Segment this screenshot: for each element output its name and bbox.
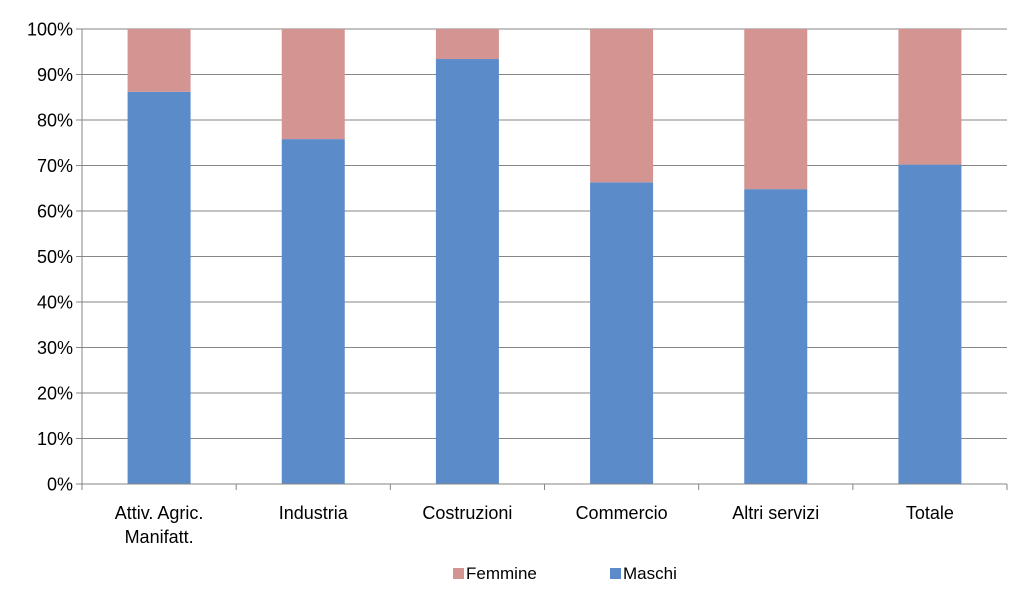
bar-maschi	[898, 164, 962, 484]
x-tick-label: Totale	[906, 503, 954, 523]
y-tick-label: 70%	[37, 156, 73, 176]
x-tick-label: Industria	[279, 503, 349, 523]
y-tick-label: 50%	[37, 247, 73, 267]
bar-maschi	[590, 182, 654, 484]
legend-label-maschi: Maschi	[623, 564, 677, 583]
y-tick-label: 40%	[37, 293, 73, 313]
x-tick-label: Costruzioni	[422, 503, 512, 523]
y-tick-label: 100%	[27, 20, 73, 40]
y-tick-label: 10%	[37, 429, 73, 449]
y-tick-label: 30%	[37, 338, 73, 358]
y-tick-label: 80%	[37, 111, 73, 131]
bars	[127, 29, 962, 485]
legend-label-femmine: Femmine	[466, 564, 537, 583]
legend-swatch-maschi	[610, 568, 621, 579]
x-tick-label: Altri servizi	[732, 503, 819, 523]
y-tick-label: 20%	[37, 384, 73, 404]
y-tick-label: 90%	[37, 65, 73, 85]
legend: Femmine Maschi	[453, 564, 677, 583]
axes	[76, 28, 1008, 490]
bar-maschi	[281, 139, 345, 485]
bar-femmine	[744, 29, 808, 190]
x-tick-label: Attiv. Agric. Manifatt.	[115, 503, 204, 547]
bar-femmine	[898, 29, 962, 165]
y-tick-label: 0%	[47, 475, 73, 495]
bar-maschi	[435, 59, 499, 484]
bar-maschi	[744, 189, 808, 484]
bar-femmine	[590, 29, 654, 183]
x-tick-label: Commercio	[576, 503, 668, 523]
gridlines	[82, 28, 1007, 485]
bar-femmine	[435, 29, 499, 60]
bar-femmine	[127, 29, 191, 92]
y-tick-labels: 0% 10% 20% 30% 40% 50% 60% 70% 80% 90% 100%	[27, 20, 73, 495]
y-tick-label: 60%	[37, 202, 73, 222]
bar-maschi	[127, 91, 191, 484]
bar-femmine	[281, 29, 345, 140]
legend-swatch-femmine	[453, 568, 464, 579]
x-tick-labels: Attiv. Agric. Manifatt. Industria Costruzio…	[115, 503, 954, 547]
